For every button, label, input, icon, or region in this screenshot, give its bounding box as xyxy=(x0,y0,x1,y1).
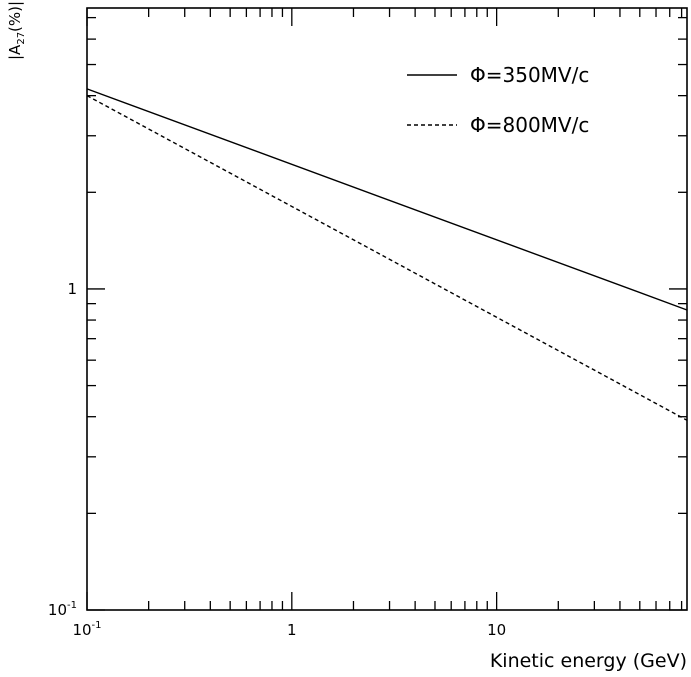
y-tick-label: 1 xyxy=(67,280,77,298)
series-group xyxy=(86,88,688,421)
legend-label-2: Φ=800MV/c xyxy=(470,113,589,137)
x-tick-label: 10-1 xyxy=(72,620,101,639)
x-axis-label: Kinetic energy (GeV) xyxy=(490,650,687,672)
y-axis-label-pre: |A xyxy=(6,44,24,60)
x-tick-label: 1 xyxy=(287,621,297,639)
series-line-1 xyxy=(86,88,688,311)
plot-frame xyxy=(86,7,688,611)
legend-label-1: Φ=350MV/c xyxy=(470,63,589,87)
y-axis-label-post: (%)| xyxy=(6,1,24,32)
legend: Φ=350MV/c Φ=800MV/c xyxy=(407,63,589,137)
y-axis-label: |A27(%)| xyxy=(6,1,27,60)
axis-ticks: 10-1 1 10 10-1 1 xyxy=(48,8,687,639)
series-line-2 xyxy=(86,95,688,421)
x-tick-label: 10 xyxy=(487,621,506,639)
y-tick-label: 10-1 xyxy=(48,600,77,619)
y-axis-label-sub: 27 xyxy=(16,32,27,45)
